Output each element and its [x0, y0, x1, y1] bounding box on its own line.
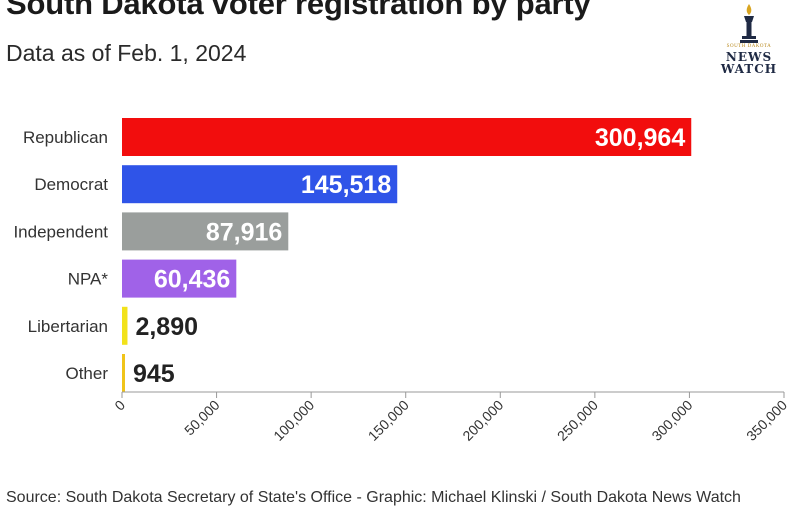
bar-npa: [122, 259, 237, 298]
x-tick-label: 300,000: [648, 397, 695, 444]
bar-other: [122, 354, 125, 392]
bar-libertarian: [122, 306, 128, 345]
x-tick-label: 0: [111, 397, 128, 414]
value-label-democrat: 145,518: [301, 171, 391, 199]
value-label-libertarian: 2,890: [135, 313, 198, 341]
logo-watch-text: WATCH: [720, 62, 778, 76]
news-watch-logo: SOUTH DAKOTA NEWS WATCH: [714, 2, 784, 76]
value-label-npa: 60,436: [154, 266, 230, 294]
logo-news-text: NEWS: [725, 50, 773, 64]
chart-title: South Dakota voter registration by party: [6, 0, 591, 21]
category-label-republican: Republican: [23, 128, 108, 147]
chart-subtitle: Data as of Feb. 1, 2024: [6, 40, 247, 66]
x-tick-label: 200,000: [459, 397, 506, 444]
x-tick-label: 50,000: [181, 397, 223, 439]
category-label-libertarian: Libertarian: [28, 317, 108, 336]
category-label-npa: NPA*: [68, 270, 109, 289]
category-label-democrat: Democrat: [34, 175, 108, 194]
x-tick-label: 350,000: [743, 397, 790, 444]
value-label-republican: 300,964: [595, 124, 685, 152]
x-tick-label: 100,000: [270, 397, 317, 444]
value-label-other: 945: [133, 360, 175, 388]
source-note: Source: South Dakota Secretary of State'…: [6, 489, 741, 506]
bar-independent: [122, 212, 289, 251]
bar-republican: [122, 118, 692, 156]
category-label-independent: Independent: [13, 222, 108, 241]
x-tick-label: 250,000: [554, 397, 601, 444]
bar-democrat: [122, 165, 398, 204]
logo-state-text: SOUTH DAKOTA: [726, 44, 772, 49]
torch-icon: [740, 4, 758, 43]
value-label-independent: 87,916: [206, 218, 282, 246]
x-tick-label: 150,000: [365, 397, 412, 444]
category-label-other: Other: [65, 364, 108, 383]
